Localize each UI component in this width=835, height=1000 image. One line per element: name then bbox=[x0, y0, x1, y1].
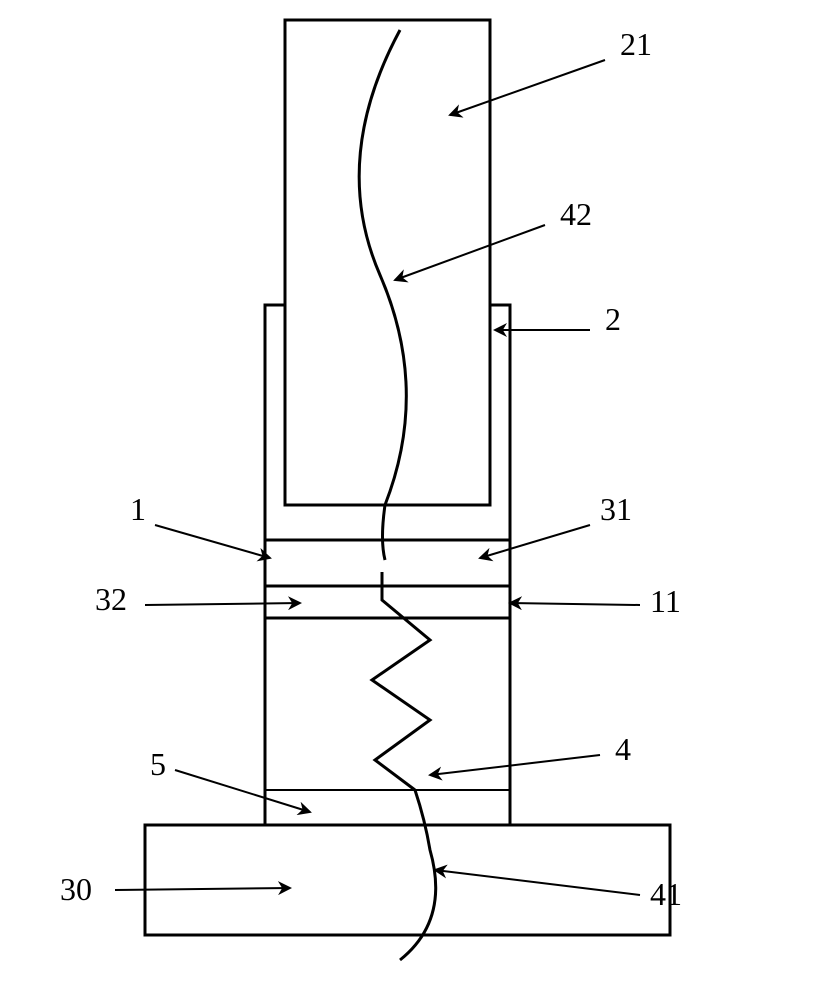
top-column bbox=[285, 20, 490, 505]
leader-line-1 bbox=[155, 525, 270, 558]
band-plate bbox=[265, 586, 510, 618]
label-42: 42 bbox=[560, 196, 592, 232]
label-41: 41 bbox=[650, 876, 682, 912]
label-21: 21 bbox=[620, 26, 652, 62]
label-30: 30 bbox=[60, 871, 92, 907]
label-11: 11 bbox=[650, 583, 681, 619]
leader-line-11 bbox=[510, 603, 640, 605]
diagram-shapes bbox=[145, 20, 670, 935]
engineering-diagram: 214221313211454130 bbox=[0, 0, 835, 1000]
label-31: 31 bbox=[600, 491, 632, 527]
base-plate bbox=[145, 825, 670, 935]
label-32: 32 bbox=[95, 581, 127, 617]
label-4: 4 bbox=[615, 731, 631, 767]
label-5: 5 bbox=[150, 746, 166, 782]
label-2: 2 bbox=[605, 301, 621, 337]
label-1: 1 bbox=[130, 491, 146, 527]
